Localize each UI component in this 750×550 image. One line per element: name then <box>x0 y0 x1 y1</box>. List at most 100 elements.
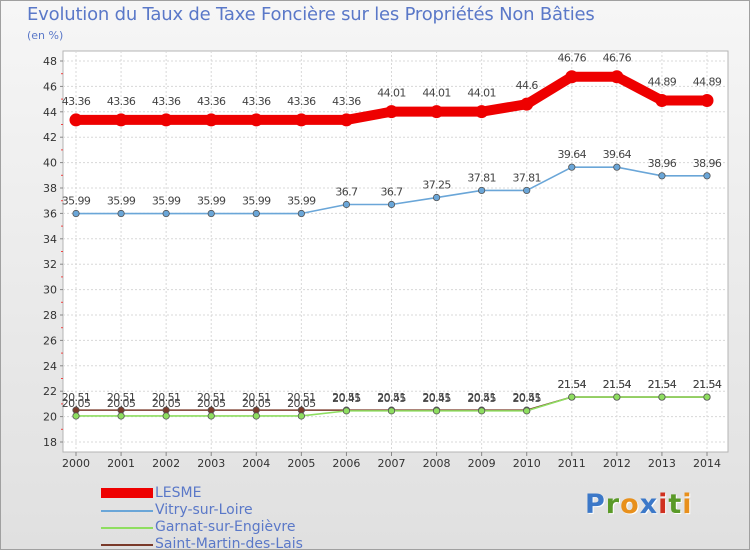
brand-letter: x <box>639 489 659 520</box>
y-tick-label: 34 <box>43 233 57 246</box>
brand-letter: o <box>620 489 640 520</box>
x-tick-label: 2001 <box>107 457 135 470</box>
point-vitry-sur-loire <box>658 172 666 180</box>
data-label-vitry-sur-loire: 35.99 <box>242 195 271 208</box>
data-label-vitry-sur-loire: 38.96 <box>693 157 722 170</box>
point-vitry-sur-loire <box>297 209 305 218</box>
unit-label: (en %) <box>27 29 64 42</box>
brand-letter: i <box>658 489 669 520</box>
data-label-vitry-sur-loire: 39.64 <box>603 148 632 161</box>
data-labels: 43.36 43.36 43.36 43.36 43.36 43.36 43.36 44.01… <box>62 52 723 410</box>
point-garnat-sur-engievre <box>297 412 305 420</box>
data-label-garnat-sur-engievre: 20.05 <box>242 397 271 410</box>
y-tick-label: 46 <box>43 80 57 93</box>
point-vitry-sur-loire <box>162 209 170 218</box>
x-tick-label: 2004 <box>242 457 270 470</box>
brand-letter: i <box>682 489 693 520</box>
point-garnat-sur-engievre <box>207 412 215 420</box>
data-label-lesme: 44.89 <box>693 75 722 88</box>
data-label-saint-martin-des-lais: 20.51 <box>62 391 91 404</box>
data-label-vitry-sur-loire: 38.96 <box>648 157 677 170</box>
y-tick-label: 26 <box>43 334 57 347</box>
legend-label-garnat: Garnat-sur-Engièvre <box>155 519 296 535</box>
legend-swatch-vitry <box>101 510 153 512</box>
data-label-vitry-sur-loire: 37.25 <box>422 179 451 192</box>
data-label-saint-martin-des-lais: 20.51 <box>422 391 451 404</box>
point-lesme <box>700 93 714 107</box>
data-label-garnat-sur-engievre: 20.05 <box>287 397 316 410</box>
data-label-garnat-sur-engievre: 21.54 <box>558 378 587 391</box>
data-label-vitry-sur-loire: 37.81 <box>512 171 541 184</box>
y-tick-label: 22 <box>43 385 57 398</box>
data-label-lesme: 43.36 <box>287 95 316 108</box>
y-tick-label: 30 <box>43 284 57 297</box>
legend-label-lesme: LESME <box>155 485 202 501</box>
data-label-saint-martin-des-lais: 20.51 <box>152 391 181 404</box>
point-vitry-sur-loire <box>387 200 396 209</box>
data-label-garnat-sur-engievre: 20.05 <box>62 397 91 410</box>
data-label-lesme: 44.89 <box>648 75 677 88</box>
point-vitry-sur-loire <box>523 186 531 195</box>
brand-letter: t <box>668 489 683 520</box>
point-garnat-sur-engievre <box>703 393 711 401</box>
grid-lines <box>63 51 728 452</box>
y-tick-label: 48 <box>43 55 57 68</box>
data-label-garnat-sur-engievre: 20.05 <box>152 397 181 410</box>
point-lesme <box>655 93 669 107</box>
x-tick-label: 2006 <box>332 457 360 470</box>
data-label-saint-martin-des-lais: 20.51 <box>287 391 316 404</box>
y-tick-label: 38 <box>43 182 57 195</box>
data-label-garnat-sur-engievre: 20.05 <box>197 397 226 410</box>
data-label-lesme: 44.01 <box>377 87 406 100</box>
data-label-garnat-sur-engievre: 20.45 <box>422 392 451 405</box>
data-label-saint-martin-des-lais: 20.51 <box>197 391 226 404</box>
y-tick-label: 24 <box>43 360 57 373</box>
data-label-lesme: 43.36 <box>242 95 271 108</box>
data-label-vitry-sur-loire: 35.99 <box>152 195 181 208</box>
point-vitry-sur-loire <box>72 209 80 218</box>
point-vitry-sur-loire <box>342 200 351 209</box>
data-label-saint-martin-des-lais: 20.51 <box>107 391 136 404</box>
brand-letter: r <box>605 489 621 520</box>
y-tick-label: 36 <box>43 207 57 220</box>
point-vitry-sur-loire <box>252 209 260 218</box>
legend-swatch-garnat <box>101 527 153 529</box>
point-garnat-sur-engievre <box>568 393 576 401</box>
data-label-saint-martin-des-lais: 20.51 <box>242 391 271 404</box>
point-garnat-sur-engievre <box>252 412 260 420</box>
y-tick-label: 20 <box>43 411 57 424</box>
point-garnat-sur-engievre <box>72 412 80 420</box>
y-axis-ticks: 18 20 22 24 26 28 30 32 34 36 38 40 42 44 46 48 <box>43 55 63 449</box>
legend-label-saint-martin: Saint-Martin-des-Lais <box>155 536 303 550</box>
data-label-lesme: 44.01 <box>467 87 496 100</box>
x-tick-label: 2000 <box>62 457 90 470</box>
y-tick-label: 32 <box>43 258 57 271</box>
x-tick-label: 2002 <box>152 457 180 470</box>
data-label-vitry-sur-loire: 37.81 <box>467 171 496 184</box>
data-label-garnat-sur-engievre: 20.45 <box>377 392 406 405</box>
x-tick-label: 2005 <box>287 457 315 470</box>
point-vitry-sur-loire <box>703 172 711 180</box>
x-axis-ticks: 2000 2001 2002 2003 2004 2005 2006 2007 2008 2009… <box>62 452 721 470</box>
data-label-vitry-sur-loire: 39.64 <box>558 148 587 161</box>
data-label-saint-martin-des-lais: 20.51 <box>512 391 541 404</box>
point-lesme <box>610 70 624 84</box>
x-tick-label: 2012 <box>603 457 631 470</box>
point-vitry-sur-loire <box>432 193 441 202</box>
point-garnat-sur-engievre <box>523 407 531 415</box>
point-vitry-sur-loire <box>207 209 215 218</box>
brand-letter: P <box>585 489 606 520</box>
data-label-lesme: 44.6 <box>516 79 539 92</box>
data-label-lesme: 43.36 <box>152 95 181 108</box>
point-vitry-sur-loire <box>613 163 621 171</box>
point-lesme <box>249 113 263 127</box>
point-garnat-sur-engievre <box>478 407 486 415</box>
data-label-saint-martin-des-lais: 20.51 <box>332 391 361 404</box>
point-lesme <box>520 97 534 111</box>
x-tick-label: 2009 <box>468 457 496 470</box>
x-tick-label: 2008 <box>423 457 451 470</box>
data-label-garnat-sur-engievre: 21.54 <box>603 378 632 391</box>
chart-title: Evolution du Taux de Taxe Foncière sur l… <box>27 4 595 25</box>
x-tick-label: 2007 <box>378 457 406 470</box>
